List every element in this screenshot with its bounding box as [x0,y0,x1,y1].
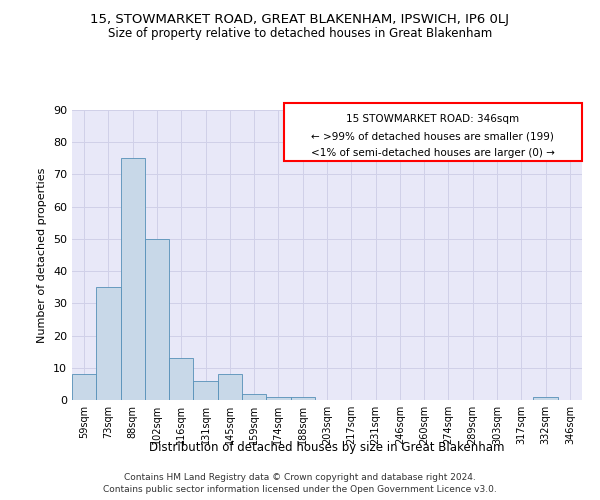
Text: Contains HM Land Registry data © Crown copyright and database right 2024.: Contains HM Land Registry data © Crown c… [124,473,476,482]
Text: Size of property relative to detached houses in Great Blakenham: Size of property relative to detached ho… [108,28,492,40]
Bar [218,374,242,400]
Bar [121,158,145,400]
Bar [266,397,290,400]
Bar [193,380,218,400]
Bar [169,358,193,400]
Bar [145,239,169,400]
Text: Contains public sector information licensed under the Open Government Licence v3: Contains public sector information licen… [103,486,497,494]
Text: 15, STOWMARKET ROAD, GREAT BLAKENHAM, IPSWICH, IP6 0LJ: 15, STOWMARKET ROAD, GREAT BLAKENHAM, IP… [91,12,509,26]
Text: ← >99% of detached houses are smaller (199): ← >99% of detached houses are smaller (1… [311,132,554,141]
Bar [290,397,315,400]
Y-axis label: Number of detached properties: Number of detached properties [37,168,47,342]
Text: 15 STOWMARKET ROAD: 346sqm: 15 STOWMARKET ROAD: 346sqm [346,114,520,124]
Bar [533,397,558,400]
Bar [242,394,266,400]
Bar [72,374,96,400]
Bar [96,287,121,400]
Text: <1% of semi-detached houses are larger (0) →: <1% of semi-detached houses are larger (… [311,148,555,158]
Text: Distribution of detached houses by size in Great Blakenham: Distribution of detached houses by size … [149,441,505,454]
Bar [284,103,582,161]
